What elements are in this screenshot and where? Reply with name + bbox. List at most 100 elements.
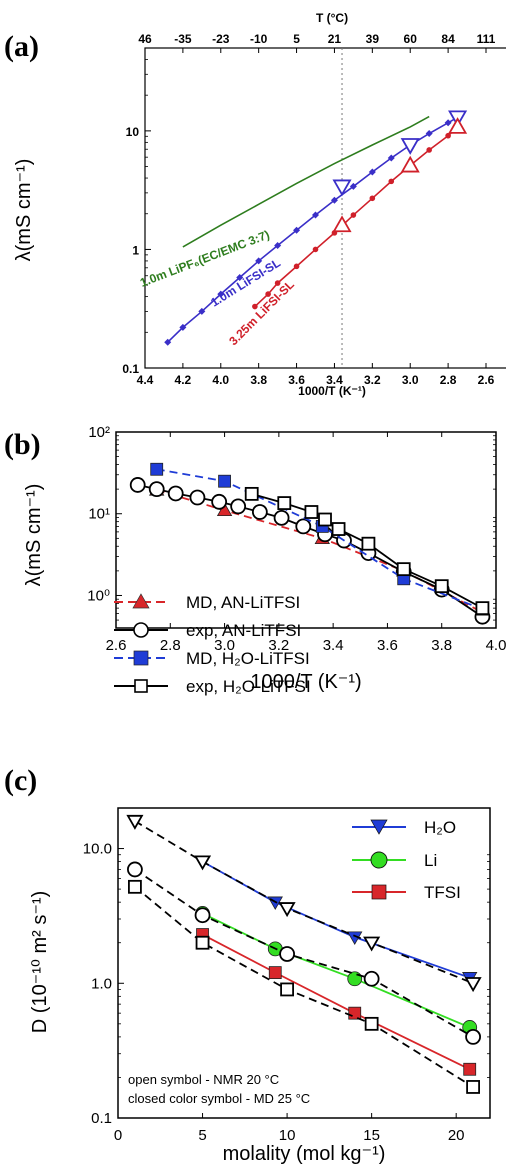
x-tick-label: 2.6 (478, 373, 495, 387)
x-tick-label: 2.8 (160, 637, 181, 654)
x-tick-label: 3.6 (288, 373, 305, 387)
panel-a-letter: (a) (4, 30, 39, 63)
data-point (448, 117, 468, 134)
data-point (277, 496, 292, 510)
panel-a: (a) T (°C) 4.4 4.2 4.0 3.8 3.6 3.4 3.2 3.0 2.8 2.… (4, 11, 506, 398)
x-tick-label: 15 (363, 1127, 380, 1144)
data-point (216, 502, 233, 517)
data-point (211, 493, 228, 510)
top-tick-label: -23 (212, 32, 230, 46)
data-point (466, 1080, 480, 1094)
panel-c: (c) 0 5 10 15 200.11.010.0 D (10⁻¹⁰ m² s⁻¹) … (4, 764, 491, 1165)
legend-c-h2o: H₂O (424, 818, 456, 837)
panel-c-x-label: molality (mol kg⁻¹) (223, 1143, 386, 1165)
x-tick-label: 20 (448, 1127, 465, 1144)
data-point (425, 130, 433, 138)
data-point (400, 155, 420, 173)
legend-c-h2o-marker (370, 819, 388, 835)
top-tick-label: 46 (138, 32, 152, 46)
data-point (218, 474, 231, 488)
data-point (129, 477, 146, 493)
data-point (463, 1062, 477, 1076)
panel-b-x-label: 1000/T (K⁻¹) (250, 671, 361, 693)
legend-b-exp-an-marker (133, 622, 149, 638)
data-point (347, 971, 363, 987)
data-point (348, 1006, 362, 1020)
legend-c-li-marker (370, 851, 388, 869)
data-point (388, 178, 395, 185)
data-point (318, 512, 332, 527)
x-tick-label: 3.6 (377, 637, 398, 654)
data-point (293, 226, 301, 234)
data-point (251, 504, 268, 520)
panel-b-plot-frame (115, 431, 497, 629)
top-tick-label: 84 (441, 32, 455, 46)
top-tick-label: 21 (328, 32, 342, 46)
series-line (202, 933, 471, 1071)
data-point (255, 257, 263, 265)
data-point (475, 601, 490, 616)
data-point (396, 562, 411, 577)
legend-c-li: Li (424, 851, 437, 870)
data-point (128, 879, 142, 894)
panel-b-ticks: 2.6 2.8 3.0 3.2 3.4 3.6 3.8 4.0 10⁰ 10¹ 10² (87, 424, 506, 654)
data-point (150, 462, 164, 476)
data-point (164, 338, 172, 346)
series-line (202, 860, 471, 979)
data-point (364, 1016, 379, 1031)
x-tick-label: 3.8 (250, 373, 267, 387)
data-point (273, 509, 290, 526)
data-point (126, 814, 144, 830)
legend-b-md-h2o-marker (133, 650, 149, 666)
top-tick-label: 5 (293, 32, 300, 46)
top-tick-label: 39 (366, 32, 380, 46)
top-tick-label: 111 (477, 32, 496, 46)
series-line (167, 116, 458, 343)
panel-c-y-label: D (10⁻¹⁰ m² s⁻¹) (29, 891, 51, 1033)
panel-c-ticks: 0 5 10 15 20 0.1 1.0 10.0 (83, 807, 490, 1144)
series-line (202, 912, 474, 1038)
x-tick-label: 10 (279, 1127, 296, 1144)
data-point (148, 481, 165, 498)
x-tick-label: 3.0 (402, 373, 419, 387)
series-line (182, 115, 430, 248)
panel-b-y-label: λ(mS cm⁻¹) (23, 484, 45, 587)
panel-c-letter: (c) (4, 764, 37, 797)
x-tick-label: 2.6 (106, 637, 127, 654)
y-tick-label: 1.0 (91, 975, 112, 992)
legend-c-tfsi-marker (371, 884, 387, 900)
data-point (268, 966, 282, 980)
series-line (134, 868, 474, 1038)
panel-a-marks (164, 48, 468, 368)
panel-c-marks (126, 814, 482, 1094)
data-point (195, 935, 210, 950)
data-point (167, 485, 184, 502)
top-tick-label: 60 (404, 32, 418, 46)
data-point (280, 982, 294, 997)
data-point (252, 303, 258, 310)
panel-c-plot-frame (117, 807, 491, 1119)
data-point (198, 307, 206, 315)
x-tick-label: 3.8 (431, 637, 452, 654)
data-point (312, 246, 319, 253)
data-point (217, 290, 225, 298)
data-point (274, 280, 281, 286)
x-tick-label: 4.2 (175, 373, 192, 387)
data-point (369, 195, 376, 202)
y-tick-label: 1 (132, 243, 139, 257)
data-point (368, 168, 376, 176)
data-point (230, 498, 247, 515)
data-point (265, 291, 271, 297)
data-point (127, 861, 143, 878)
data-point (331, 522, 346, 536)
y-tick-label: 10.0 (83, 841, 112, 858)
data-point (465, 1028, 481, 1045)
data-point (363, 970, 380, 987)
legend-b-exp-h2o: exp, H₂O-LiTFSI (186, 677, 311, 696)
x-tick-label: 3.4 (323, 637, 344, 654)
panel-c-note-1: open symbol - NMR 20 °C (128, 1072, 279, 1087)
data-point (464, 977, 482, 993)
data-point (295, 518, 312, 535)
data-point (194, 907, 211, 924)
